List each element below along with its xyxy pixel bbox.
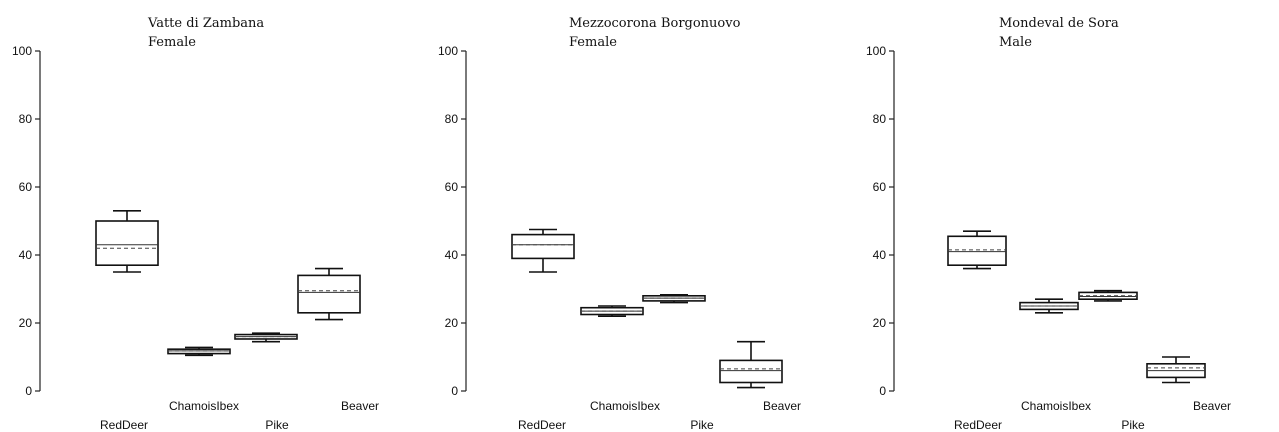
box-beaver — [297, 267, 361, 321]
y-tick-label: 0 — [879, 384, 886, 398]
x-category-label: Beaver — [341, 399, 379, 413]
x-category-label: Pike — [1121, 418, 1145, 432]
box-iqr — [167, 348, 231, 355]
x-category-label: ChamoisIbex — [169, 399, 239, 413]
chart-title: Vatte di Zambana — [147, 16, 264, 31]
box-iqr — [947, 235, 1007, 267]
y-tick-label: 100 — [866, 44, 886, 58]
y-tick-label: 20 — [873, 316, 887, 330]
box-chamoisibex — [1019, 298, 1079, 314]
box-pike — [642, 293, 706, 304]
y-tick-label: 80 — [873, 112, 887, 126]
x-category-label: ChamoisIbex — [1021, 399, 1091, 413]
box-pike — [1078, 289, 1138, 302]
y-tick-label: 60 — [873, 180, 887, 194]
box-beaver — [719, 340, 783, 389]
y-tick-label: 100 — [438, 44, 458, 58]
x-category-label: RedDeer — [954, 418, 1002, 432]
y-tick-label: 80 — [445, 112, 459, 126]
x-category-label: Beaver — [1193, 399, 1231, 413]
box-reddeer — [947, 230, 1007, 270]
chart-title: Mondeval de Sora — [999, 16, 1119, 31]
x-category-label: Pike — [690, 418, 714, 432]
y-tick-label: 60 — [445, 180, 459, 194]
chart-panel-2: Mezzocorona Borgonuovo Female 0 20 40 60 80 100… — [438, 16, 801, 432]
y-tick-label: 40 — [445, 248, 459, 262]
chart-subtitle: Male — [999, 35, 1032, 50]
y-tick-label: 20 — [19, 316, 33, 330]
box-reddeer — [95, 210, 159, 273]
y-tick-label: 100 — [12, 44, 32, 58]
chart-title: Mezzocorona Borgonuovo — [569, 16, 741, 31]
box-chamoisibex — [580, 305, 644, 318]
box-iqr — [719, 359, 783, 384]
x-category-label: Pike — [265, 418, 289, 432]
y-tick-label: 40 — [873, 248, 887, 262]
box-reddeer — [511, 228, 575, 273]
chart-subtitle: Female — [148, 35, 196, 50]
x-category-label: RedDeer — [100, 418, 148, 432]
x-category-label: ChamoisIbex — [590, 399, 660, 413]
box-iqr — [511, 233, 575, 260]
box-iqr — [95, 220, 159, 267]
box-beaver — [1146, 356, 1206, 384]
y-tick-label: 0 — [451, 384, 458, 398]
x-category-label: RedDeer — [518, 418, 566, 432]
chart-panel-3: Mondeval de Sora Male 0 20 40 60 80 100 RedDeer C… — [866, 16, 1231, 432]
y-tick-label: 80 — [19, 112, 33, 126]
chart-panel-1: Vatte di Zambana Female 0 20 40 60 80 100 RedDee… — [12, 16, 379, 432]
box-iqr — [297, 274, 361, 314]
x-category-label: Beaver — [763, 399, 801, 413]
y-tick-label: 40 — [19, 248, 33, 262]
y-tick-label: 60 — [19, 180, 33, 194]
chart-subtitle: Female — [569, 35, 617, 50]
box-chamoisibex — [167, 346, 231, 357]
y-tick-label: 20 — [445, 316, 459, 330]
y-tick-label: 0 — [25, 384, 32, 398]
box-pike — [234, 332, 298, 343]
